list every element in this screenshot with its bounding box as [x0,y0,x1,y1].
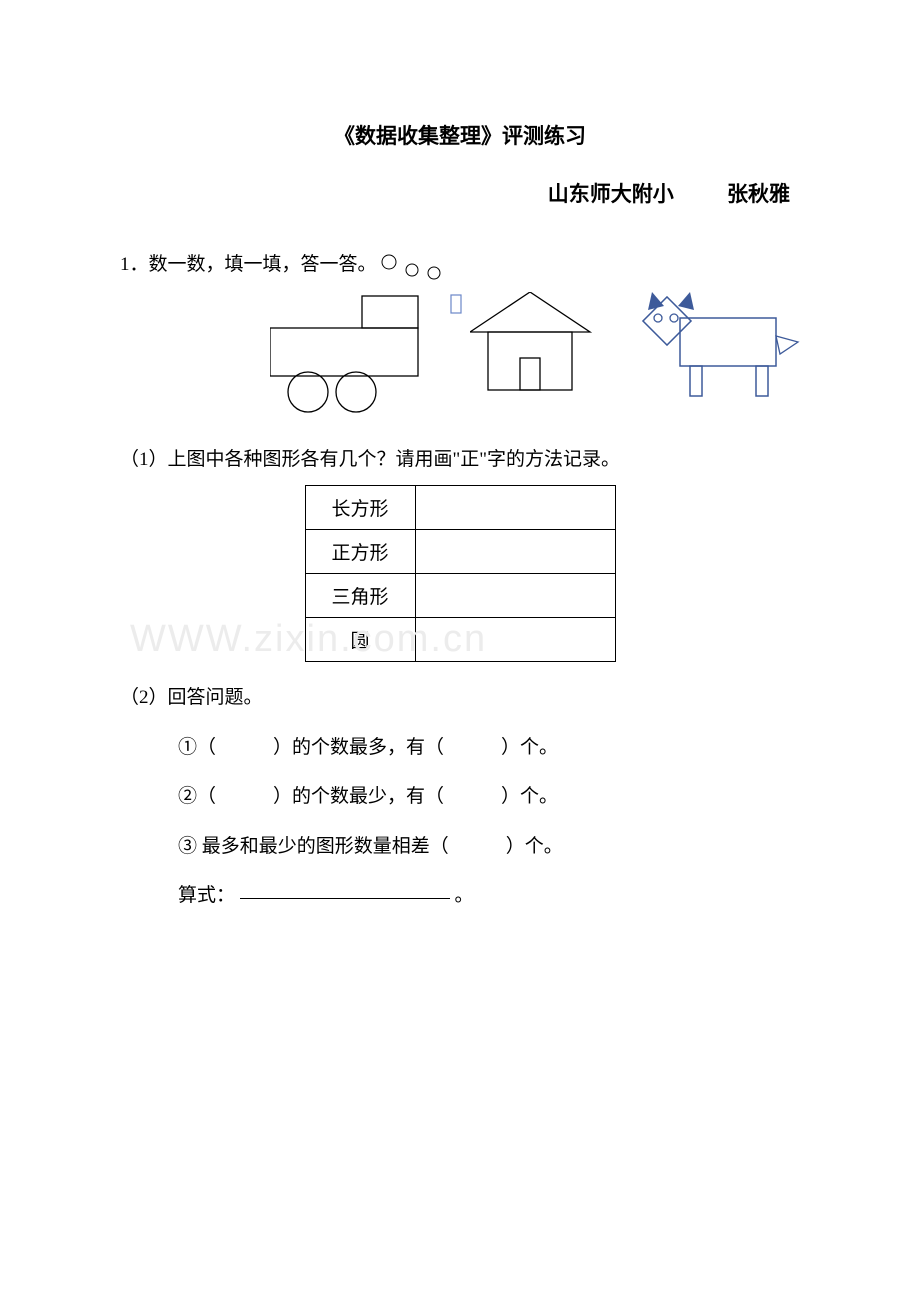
author-school: 山东师大附小 [548,182,674,206]
answer-lines: ①（ ）的个数最多，有（ ）个。 ②（ ）的个数最少，有（ ）个。 ③ 最多和最… [178,723,800,921]
formula-end: 。 [455,885,474,906]
circle-icon [405,263,419,277]
table-row: 圆 [305,618,615,662]
table-cell-label: 长方形 [305,486,415,530]
table-cell-value [415,574,615,618]
table-cell-value [415,486,615,530]
table-cell-value [415,530,615,574]
formula-label: 算式： [178,885,235,906]
table-row: 三角形 [305,574,615,618]
truck-shape [270,288,430,418]
table-row: 正方形 [305,530,615,574]
cow-shape [630,288,810,408]
answer-line-2: ②（ ）的个数最少，有（ ）个。 [178,772,800,821]
page: 《数据收集整理》评测练习 山东师大附小 张秋雅 1． 数一数，填一填，答一答。 [0,0,920,921]
answer-line-1: ①（ ）的个数最多，有（ ）个。 [178,723,800,772]
formula-blank [240,898,450,899]
circle-icon [381,254,397,270]
sub-question-2: （2）回答问题。 [120,682,800,709]
page-title: 《数据收集整理》评测练习 [120,120,800,150]
shape-count-table: 长方形 正方形 三角形 圆 [305,485,616,662]
author-line: 山东师大附小 张秋雅 [120,178,800,208]
answer-line-3: ③ 最多和最少的图形数量相差（ ）个。 [178,822,800,871]
question-1-text: 数一数，填一填，答一答。 [149,249,377,276]
table-cell-label: 圆 [305,618,415,662]
sub-question-1: （1）上图中各种图形各有几个？请用画"正"字的方法记录。 [120,444,800,471]
circle-icon [427,266,441,280]
table-cell-label: 正方形 [305,530,415,574]
question-1-line: 1． 数一数，填一填，答一答。 [120,244,800,280]
house-shape [470,292,600,412]
answer-line-4: 算式： 。 [178,871,800,920]
author-name: 张秋雅 [727,182,790,206]
table-row: 长方形 [305,486,615,530]
question-1-number: 1． [120,249,149,276]
table-cell-value [415,618,615,662]
shapes-row [270,288,800,418]
square-icon [450,294,464,316]
table-cell-label: 三角形 [305,574,415,618]
bubble-shapes [381,244,441,280]
